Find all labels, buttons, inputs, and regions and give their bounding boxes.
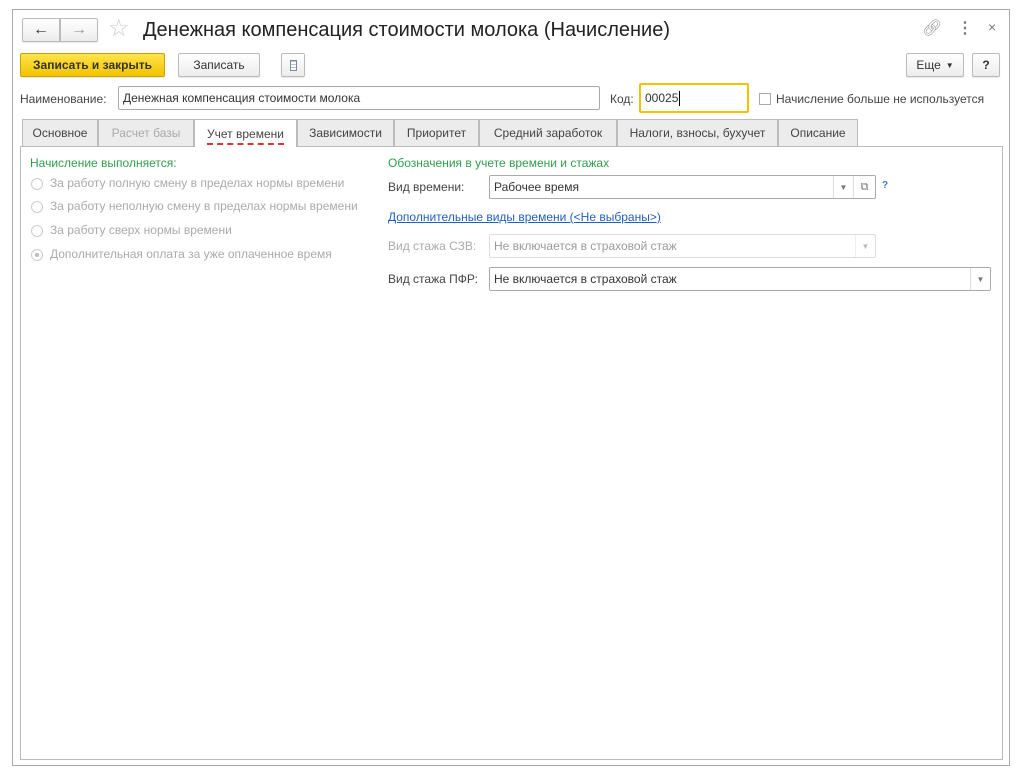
save-and-close-button[interactable]: Записать и закрыть xyxy=(20,53,165,77)
tab-dependencies[interactable]: Зависимости xyxy=(297,119,394,146)
more-actions-icon[interactable]: ⋮ xyxy=(957,20,973,37)
arrow-left-icon: ← xyxy=(33,21,49,38)
name-input[interactable]: Денежная компенсация стоимости молока xyxy=(118,86,600,110)
pfr-select[interactable]: Не включается в страховой стаж ▼ xyxy=(489,267,991,291)
arrow-right-icon: → xyxy=(71,21,87,38)
pfr-label: Вид стажа ПФР: xyxy=(388,272,478,286)
more-label: Еще xyxy=(916,58,941,72)
radio-option-4[interactable] xyxy=(31,249,43,261)
document-icon xyxy=(289,59,297,71)
back-button[interactable]: ← xyxy=(22,18,60,42)
radio-label-4: Дополнительная оплата за уже оплаченное … xyxy=(50,247,332,261)
chevron-down-icon[interactable]: ▼ xyxy=(970,268,990,290)
save-button[interactable]: Записать xyxy=(178,53,260,77)
tab-base-calc[interactable]: Расчет базы xyxy=(98,119,194,146)
szv-value: Не включается в страховой стаж xyxy=(494,239,677,253)
help-icon[interactable]: ? xyxy=(882,180,889,191)
chevron-down-icon: ▼ xyxy=(855,235,875,257)
radio-option-1[interactable] xyxy=(31,178,43,190)
radio-label-1: За работу полную смену в пределах нормы … xyxy=(50,176,345,190)
close-icon[interactable]: × xyxy=(988,19,997,35)
tab-time-accounting[interactable]: Учет времени xyxy=(194,119,297,147)
code-input[interactable]: 00025 xyxy=(639,83,749,113)
radio-option-2[interactable] xyxy=(31,201,43,213)
tab-time-accounting-label: Учет времени xyxy=(207,127,284,145)
unused-checkbox[interactable] xyxy=(759,93,771,105)
chevron-down-icon: ▼ xyxy=(945,60,954,70)
open-icon[interactable]: ⧉ xyxy=(853,176,875,198)
radio-label-2: За работу неполную смену в пределах норм… xyxy=(50,199,358,213)
time-type-label: Вид времени: xyxy=(388,180,465,194)
chevron-down-icon[interactable]: ▼ xyxy=(833,176,853,198)
time-type-select[interactable]: Рабочее время ▼ ⧉ xyxy=(489,175,876,199)
name-label: Наименование: xyxy=(20,92,107,106)
star-icon[interactable]: ☆ xyxy=(108,15,130,42)
help-button[interactable]: ? xyxy=(972,53,1000,77)
code-value: 00025 xyxy=(645,91,679,105)
forward-button[interactable]: → xyxy=(60,18,98,42)
accrual-header: Начисление выполняется: xyxy=(30,156,177,170)
time-type-value: Рабочее время xyxy=(494,180,579,194)
time-section-header: Обозначения в учете времени и стажах xyxy=(388,156,610,170)
tab-main[interactable]: Основное xyxy=(22,119,98,146)
tab-priority[interactable]: Приоритет xyxy=(394,119,479,146)
report-button[interactable] xyxy=(281,53,305,77)
szv-label: Вид стажа СЗВ: xyxy=(388,239,477,253)
pfr-value: Не включается в страховой стаж xyxy=(494,272,677,286)
unused-label: Начисление больше не используется xyxy=(776,92,985,106)
radio-option-3[interactable] xyxy=(31,225,43,237)
more-button[interactable]: Еще ▼ xyxy=(906,53,964,77)
radio-label-3: За работу сверх нормы времени xyxy=(50,223,232,237)
code-label: Код: xyxy=(610,92,634,106)
tab-description[interactable]: Описание xyxy=(778,119,858,146)
window-title: Денежная компенсация стоимости молока (Н… xyxy=(143,19,671,41)
link-icon[interactable]: 🔗︎ xyxy=(922,20,943,37)
szv-select: Не включается в страховой стаж ▼ xyxy=(489,234,876,258)
tab-taxes[interactable]: Налоги, взносы, бухучет xyxy=(617,119,778,146)
tab-average-earnings[interactable]: Средний заработок xyxy=(479,119,617,146)
extra-time-types-link[interactable]: Дополнительные виды времени (<Не выбраны… xyxy=(388,210,661,224)
